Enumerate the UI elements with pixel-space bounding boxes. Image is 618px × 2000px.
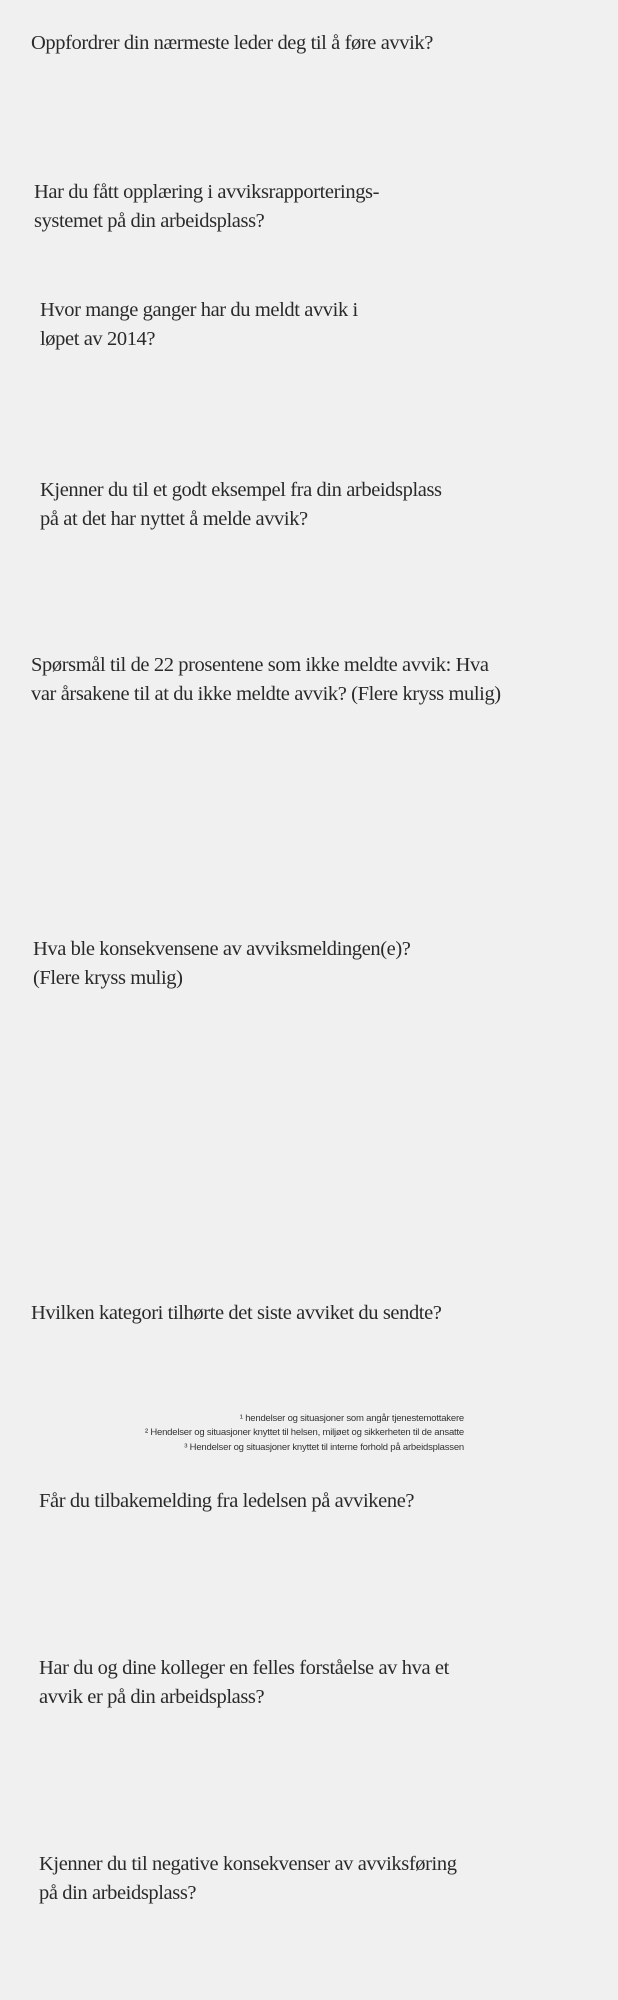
chart-title: Får du tilbakemelding fra ledelsen på av…: [39, 1490, 415, 1512]
footnote: ² Hendelser og situasjoner knyttet til h…: [144, 1427, 464, 1438]
chart-title: Hvor mange ganger har du meldt avvik i: [40, 299, 358, 321]
chart-title: var årsakene til at du ikke meldte avvik…: [31, 683, 501, 705]
chart-title: på din arbeidsplass?: [39, 1882, 197, 1904]
chart-title: Kjenner du til et godt eksempel fra din …: [40, 479, 442, 501]
chart-title: Hvilken kategori tilhørte det siste avvi…: [31, 1302, 442, 1324]
chart-title: Oppfordrer din nærmeste leder deg til å …: [31, 32, 433, 54]
chart-title: avvik er på din arbeidsplass?: [39, 1686, 265, 1708]
chart-title: på at det har nyttet å melde avvik?: [40, 508, 308, 530]
chart-title: Har du og dine kolleger en felles forstå…: [39, 1657, 449, 1679]
chart-title: (Flere kryss mulig): [33, 967, 183, 989]
chart-title: Kjenner du til negative konsekvenser av …: [39, 1853, 457, 1875]
footnote: ³ Hendelser og situasjoner knyttet til i…: [184, 1441, 464, 1453]
chart-title: Spørsmål til de 22 prosentene som ikke m…: [31, 654, 489, 676]
chart-title: løpet av 2014?: [40, 328, 156, 350]
chart-title: Hva ble konsekvensene av avviksmeldingen…: [33, 938, 411, 960]
footnote: ¹ hendelser og situasjoner som angår tje…: [239, 1412, 464, 1424]
chart-title: Har du fått opplæring i avviksrapporteri…: [34, 181, 380, 203]
chart-title: systemet på din arbeidsplass?: [34, 210, 265, 232]
